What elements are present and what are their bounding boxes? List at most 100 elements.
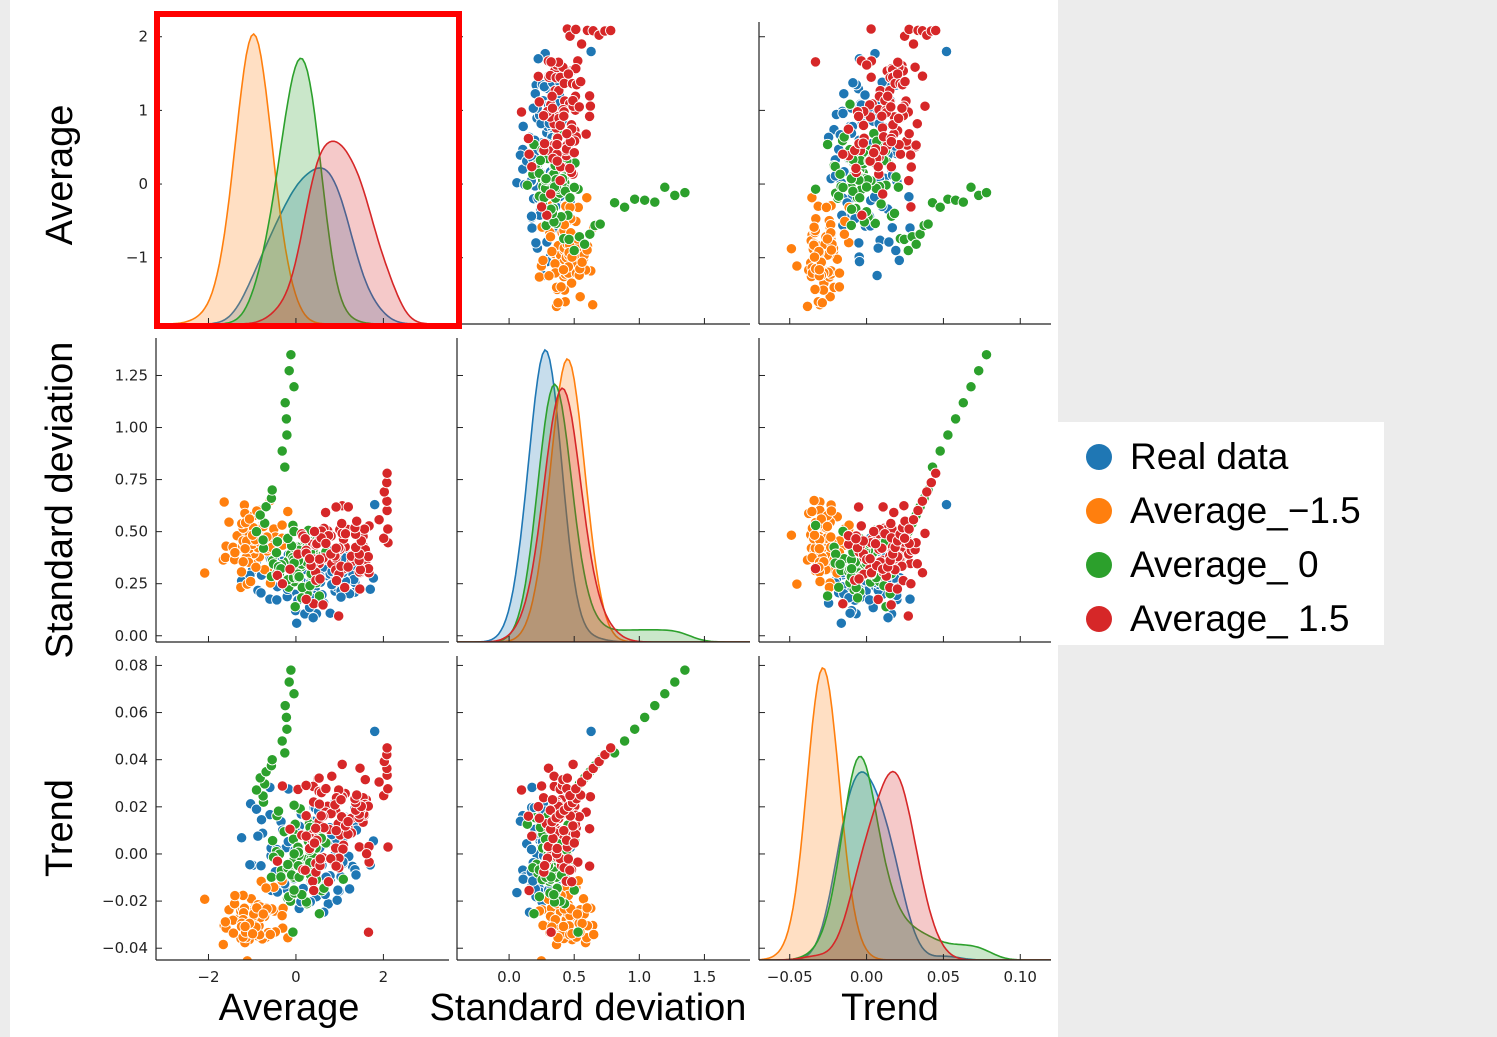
point-average-0 [266,484,278,496]
point-average-1-5 [313,798,326,810]
point-average-0 [285,349,297,361]
point-average-1-5 [276,578,289,590]
point-average-1-5 [562,68,575,80]
point-average-0 [875,198,887,210]
point-average-1-5 [382,523,394,535]
y-tick-label: 1.25 [115,366,148,384]
point-average-0 [272,805,285,817]
point-real-data [369,498,381,511]
point-average-1-5 [919,100,931,112]
point-average-1-5 [335,794,347,806]
point-average-1-5 [791,578,803,590]
point-average-0 [279,699,291,712]
point-average-1-5 [381,742,393,754]
point-average-1-5 [910,139,922,151]
point-average-0 [283,365,295,377]
point-average-0 [254,509,266,521]
point-average-1-5 [542,762,555,774]
point-average-1-5 [809,56,822,68]
point-average-0 [942,429,954,441]
point-average-0 [283,676,295,688]
y-tick-label: 0.50 [115,523,148,541]
point-average-0 [980,186,993,199]
point-average-1-5 [566,876,578,888]
legend: Real data Average_−1.5 Average_ 0 Averag… [1058,422,1384,645]
point-average-1-5 [894,148,907,160]
point-average-1-5 [581,902,593,914]
point-average-1-5 [842,123,855,135]
point-average-0 [276,735,288,747]
point-average-0 [888,207,901,220]
point-average-0 [594,218,606,230]
point-average-0 [980,349,993,361]
point-average-1-5 [857,137,869,149]
point-average-1-5 [557,920,570,933]
point-average-1-5 [342,815,354,828]
point-average-0 [293,571,305,583]
y-tick-label: 0.04 [115,751,148,769]
point-average-1-5 [877,501,889,513]
point-average-1-5 [567,820,579,832]
point-average-1-5 [351,789,363,801]
point-real-data [525,210,538,222]
y-tick-label: 0.75 [115,471,148,489]
point-real-data [335,591,347,603]
point-real-data [847,77,859,89]
panel-trend-vs-standard-deviation: 0.0 0.5 1.0 1.5 [456,656,750,986]
point-average-1-5 [837,598,849,610]
point-average-1-5 [865,23,877,35]
point-average-1-5 [314,853,326,865]
point-average-1-5 [541,209,553,221]
x-axis-title-trend: Trend [841,987,939,1029]
point-average-1-5 [330,860,342,872]
point-average-1-5 [227,927,240,939]
point-average-0 [902,244,914,257]
point-average-1-5 [535,201,548,213]
point-average-0 [809,183,822,195]
legend-label: Average_ 0 [1130,544,1319,585]
point-average-1-5 [373,514,385,526]
point-average-0 [548,888,560,901]
point-average-0 [869,217,881,230]
point-average-0 [266,754,278,766]
point-average-1-5 [276,909,288,922]
point-average-1-5 [558,110,570,122]
point-average-1-5 [310,822,322,834]
legend-label: Real data [1130,436,1289,477]
point-average-1-5 [319,506,332,519]
point-average-0 [288,688,300,700]
y-axis-title-standard-deviation: Standard deviation [39,342,81,659]
point-average-0 [847,185,859,197]
kde-average-1-5 [759,666,1051,960]
kde-average-1-5 [156,140,449,324]
point-average-1-5 [330,824,342,837]
point-average-1-5 [868,147,880,159]
point-average-1-5 [381,476,393,489]
point-real-data [844,607,856,619]
point-average-0 [957,397,969,409]
point-real-data [517,873,529,885]
kde-real-data [759,771,1051,960]
point-real-data [853,255,866,268]
point-average-1-5 [260,882,272,894]
point-average-1-5 [533,96,545,108]
point-average-0 [860,181,873,193]
point-average-1-5 [583,823,596,835]
point-average-1-5 [551,138,563,151]
point-average-0 [669,189,681,202]
point-average-1-5 [537,110,550,122]
pairplot-figure: −1 0 1 2 0.00 0.25 0.50 0.75 1.00 1.25 −2 0 2 −0.04 −0… [10,0,1058,1037]
point-average-1-5 [354,564,367,576]
point-average-1-5 [526,830,538,842]
y-tick-label: −1 [126,249,148,267]
point-average-1-5 [903,128,915,140]
point-average-1-5 [907,514,920,526]
point-average-1-5 [382,841,394,853]
point-average-0 [973,365,985,377]
point-average-0 [250,525,263,538]
kde-average-1-5 [457,387,750,642]
point-average-1-5 [544,804,556,816]
point-average-1-5 [861,59,873,71]
panel-standard-deviation-vs-trend [758,338,1051,643]
point-average-1-5 [808,221,820,233]
